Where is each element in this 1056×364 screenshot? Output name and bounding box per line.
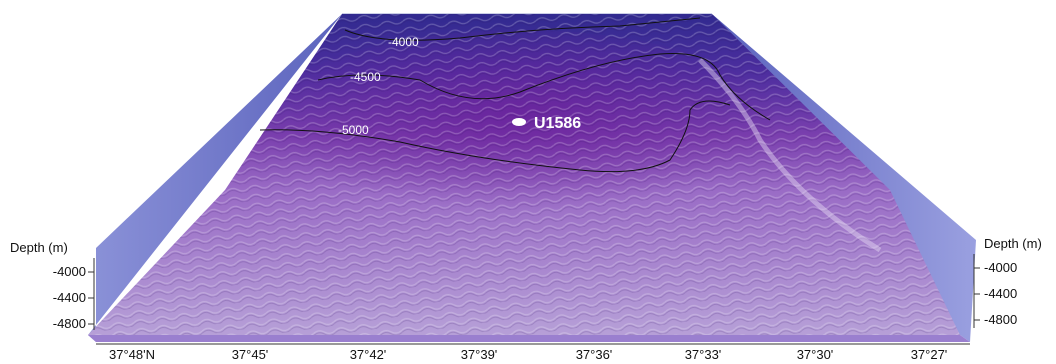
latitude-tick: 37°45' bbox=[232, 347, 269, 362]
right-depth-tick: -4000 bbox=[984, 260, 1017, 275]
contour-label-4500: -4500 bbox=[350, 70, 381, 84]
latitude-tick: 37°27' bbox=[911, 347, 948, 362]
latitude-tick: 37°39' bbox=[461, 347, 498, 362]
latitude-tick: 37°36' bbox=[576, 347, 613, 362]
latitude-tick: 37°48'N bbox=[109, 347, 155, 362]
latitude-ticks: 37°48'N 37°45' 37°42' 37°39' 37°36' 37°3… bbox=[109, 347, 947, 362]
escarpment-ridge bbox=[698, 58, 882, 253]
site-label: U1586 bbox=[534, 115, 581, 132]
left-depth-ticks: -4000 -4400 -4800 bbox=[53, 264, 94, 331]
right-depth-axis-title: Depth (m) bbox=[984, 236, 1042, 251]
contour-label-5000: -5000 bbox=[338, 123, 369, 137]
right-depth-tick: -4800 bbox=[984, 312, 1017, 327]
latitude-tick: 37°30' bbox=[797, 347, 834, 362]
contour-line-5000 bbox=[259, 100, 731, 173]
latitude-tick: 37°42' bbox=[350, 347, 387, 362]
right-depth-ticks: -4000 -4400 -4800 bbox=[974, 260, 1017, 327]
left-depth-tick: -4000 bbox=[53, 264, 86, 279]
front-edge bbox=[88, 335, 970, 342]
left-depth-tick: -4800 bbox=[53, 316, 86, 331]
left-depth-axis-title: Depth (m) bbox=[10, 240, 68, 255]
contour-line-4000 bbox=[344, 17, 701, 41]
site-marker-dot bbox=[512, 118, 526, 126]
right-depth-tick: -4400 bbox=[984, 286, 1017, 301]
contour-label-4000: -4000 bbox=[388, 35, 419, 49]
latitude-tick: 37°33' bbox=[685, 347, 722, 362]
left-depth-tick: -4400 bbox=[53, 290, 86, 305]
contour-line-4500 bbox=[317, 52, 771, 121]
seafloor-surface bbox=[88, 14, 960, 335]
